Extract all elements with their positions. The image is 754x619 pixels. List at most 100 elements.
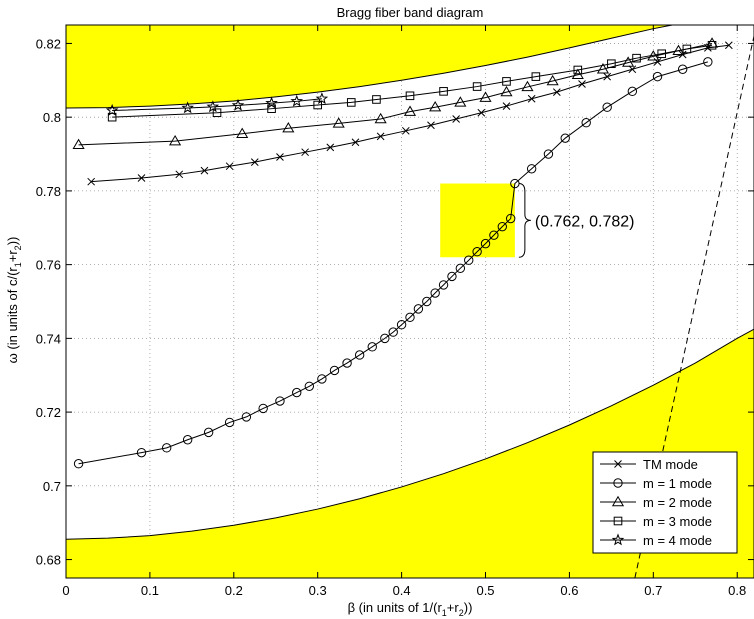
data-point — [531, 72, 541, 81]
x-tick-label: 0.4 — [393, 583, 411, 598]
y-tick-label: 0.76 — [36, 258, 61, 273]
x-axis-label: β (in units of 1/(r1+r2)) — [348, 600, 473, 618]
highlight-brace — [518, 183, 531, 258]
y-tick-label: 0.74 — [36, 331, 61, 346]
data-point — [265, 96, 278, 109]
data-point — [705, 37, 719, 48]
data-point — [203, 427, 214, 438]
data-point — [290, 94, 304, 107]
data-point — [292, 387, 302, 398]
x-tick-label: 0.8 — [728, 583, 746, 598]
data-point — [72, 138, 85, 150]
data-point — [622, 56, 635, 67]
data-point — [560, 133, 570, 143]
series-line — [112, 98, 322, 112]
data-point — [628, 65, 637, 74]
data-point — [472, 82, 482, 91]
highlight-rect — [440, 183, 515, 258]
legend-marker — [613, 516, 623, 526]
data-point — [137, 174, 146, 182]
data-point — [315, 92, 329, 105]
data-point — [354, 350, 365, 360]
legend-label: m = 2 mode — [643, 495, 712, 510]
series-tm-mode — [87, 41, 733, 186]
legend-label: m = 3 mode — [643, 514, 712, 529]
legend-entry: m = 2 mode — [600, 495, 712, 510]
data-point — [231, 98, 245, 111]
data-point — [367, 342, 377, 352]
legend-marker — [611, 533, 625, 546]
data-point — [500, 85, 513, 97]
series-line — [78, 61, 708, 465]
data-point — [304, 381, 315, 391]
legend-label: TM mode — [643, 457, 698, 472]
legend-entry: m = 4 mode — [600, 533, 712, 548]
data-point — [87, 177, 96, 186]
data-point — [596, 63, 610, 74]
data-point — [657, 49, 667, 59]
data-point — [332, 117, 345, 128]
data-point — [250, 158, 259, 166]
data-point — [479, 91, 492, 102]
legend: TM mode m = 1 mode m = 2 mode m = 3 mode m =… — [592, 451, 738, 554]
data-point — [105, 103, 119, 116]
y-tick-label: 0.82 — [36, 36, 61, 51]
data-point — [502, 77, 511, 86]
data-point — [388, 327, 398, 337]
x-tick-label: 0.2 — [225, 583, 243, 598]
data-point — [413, 304, 424, 314]
data-point — [276, 153, 284, 161]
series-line — [112, 44, 713, 118]
data-point — [438, 280, 449, 290]
data-point — [427, 121, 435, 130]
plot-area — [66, 25, 754, 578]
data-point — [502, 102, 511, 110]
data-point — [546, 74, 559, 86]
data-point — [351, 138, 360, 147]
data-point — [329, 365, 340, 376]
data-point — [169, 134, 182, 146]
data-point — [682, 44, 692, 54]
data-point — [372, 95, 381, 104]
data-point — [505, 213, 516, 224]
data-point — [317, 374, 327, 384]
data-point — [175, 170, 184, 179]
data-point — [578, 80, 586, 88]
data-point — [136, 447, 147, 458]
data-point — [313, 100, 323, 110]
data-point — [607, 59, 616, 69]
data-point — [241, 412, 252, 422]
data-point — [452, 115, 460, 123]
data-point — [464, 255, 474, 265]
y-axis-label: ω (in units of c/(r1+r2)) — [5, 237, 23, 364]
data-point — [326, 143, 335, 152]
data-point — [627, 86, 638, 97]
data-point — [552, 88, 561, 96]
legend-marker — [614, 460, 622, 468]
data-point — [380, 333, 390, 344]
data-point — [275, 396, 285, 406]
band-layer — [66, 25, 754, 578]
data-point — [677, 64, 688, 74]
tick-layer: 0 0.1 0.2 0.3 0.4 0.5 0.6 0.7 0.8 0.68 0.7 0.72 0.74… — [36, 25, 754, 598]
y-tick-label: 0.78 — [36, 184, 61, 199]
data-point — [439, 87, 448, 96]
x-tick-label: 0 — [62, 583, 69, 598]
data-point — [489, 230, 499, 240]
y-tick-label: 0.68 — [36, 553, 61, 568]
series-m4-mode — [105, 92, 329, 116]
data-point — [430, 288, 440, 298]
data-point — [652, 71, 663, 82]
data-point — [206, 100, 220, 113]
data-point — [454, 96, 467, 107]
data-point — [603, 72, 612, 81]
data-point — [301, 148, 309, 157]
x-tick-label: 0.6 — [560, 583, 578, 598]
data-point — [282, 122, 295, 133]
data-point — [236, 127, 249, 138]
data-point — [653, 58, 662, 66]
data-point — [455, 263, 466, 274]
x-tick-label: 0.5 — [476, 583, 494, 598]
data-point — [346, 98, 356, 107]
